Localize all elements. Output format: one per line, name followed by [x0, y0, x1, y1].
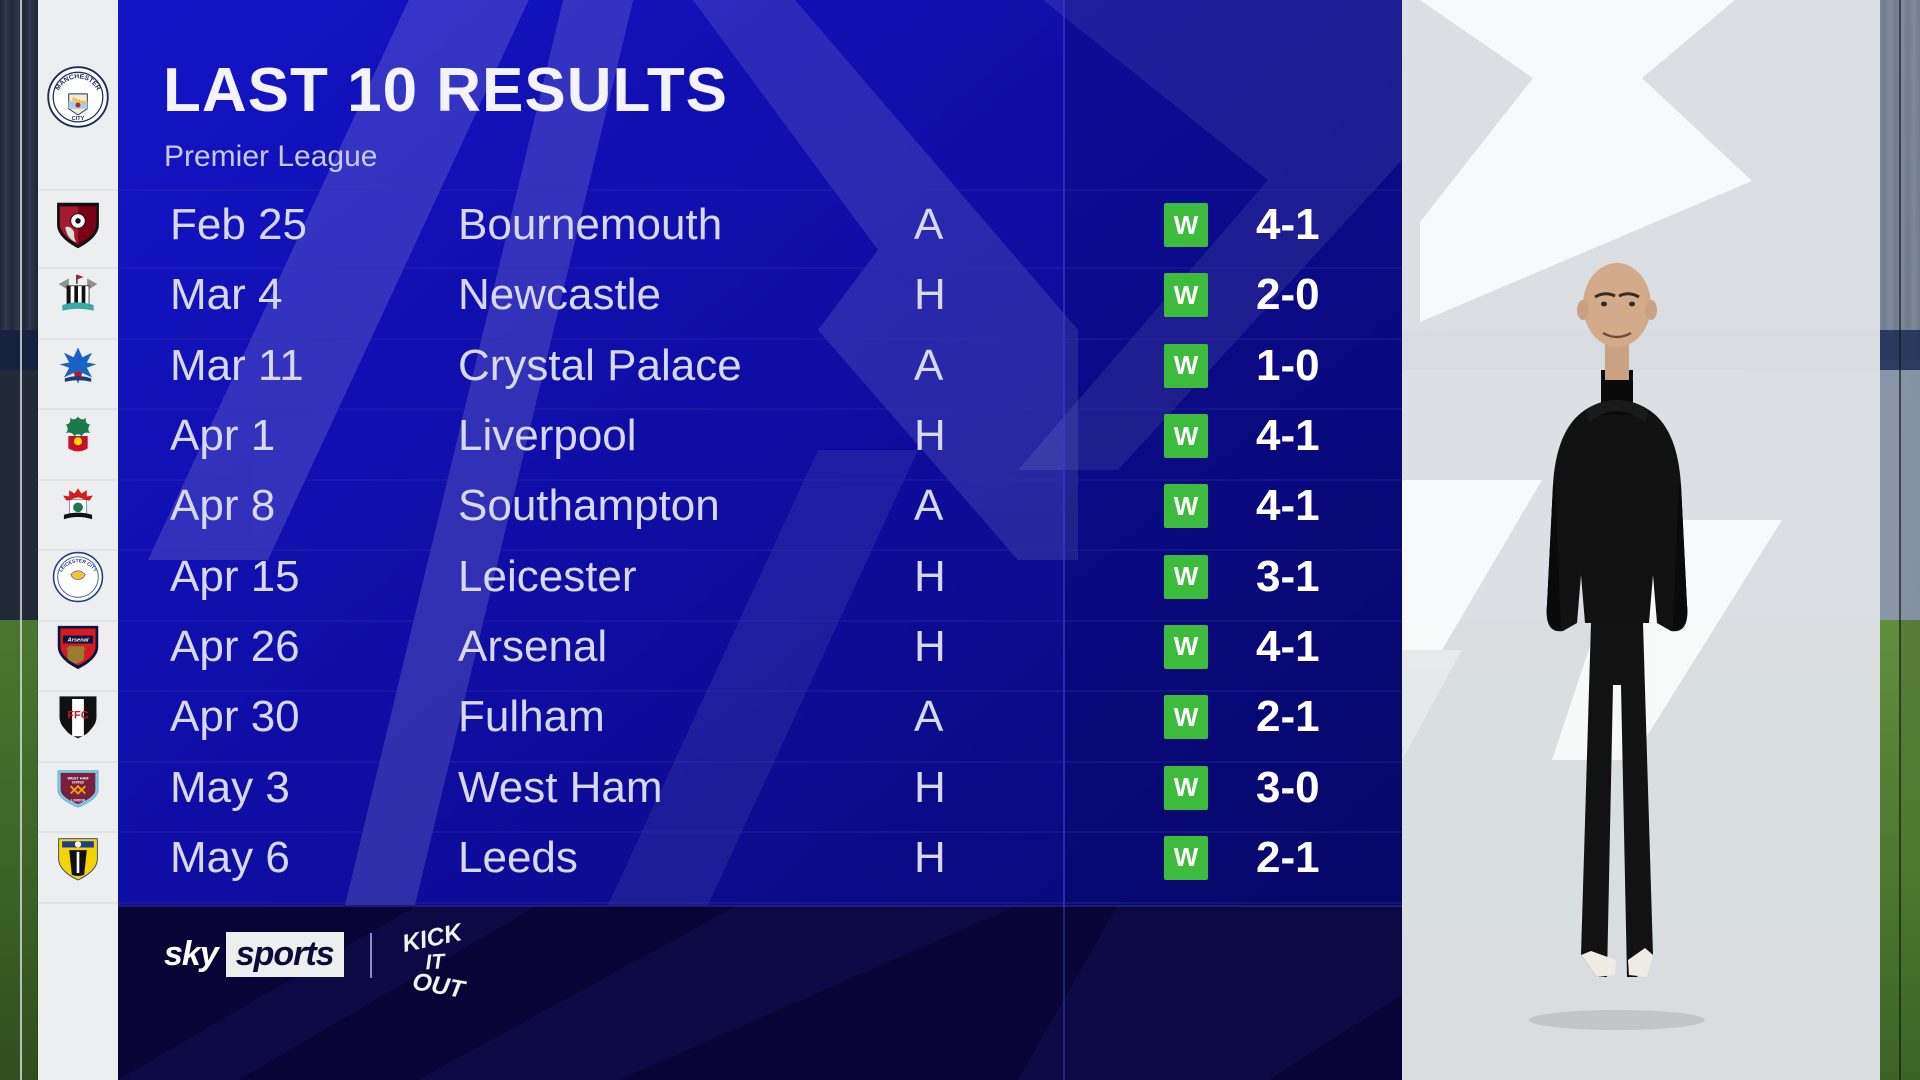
svg-text:LONDON: LONDON	[71, 798, 86, 802]
svg-text:OUT: OUT	[410, 968, 468, 1000]
svg-text:Arsenal: Arsenal	[67, 638, 89, 644]
svg-text:CITY: CITY	[72, 116, 85, 122]
svg-text:FFC: FFC	[67, 709, 88, 721]
svg-text:UNITED: UNITED	[72, 780, 85, 784]
svg-text:WEST HAM: WEST HAM	[67, 775, 88, 780]
